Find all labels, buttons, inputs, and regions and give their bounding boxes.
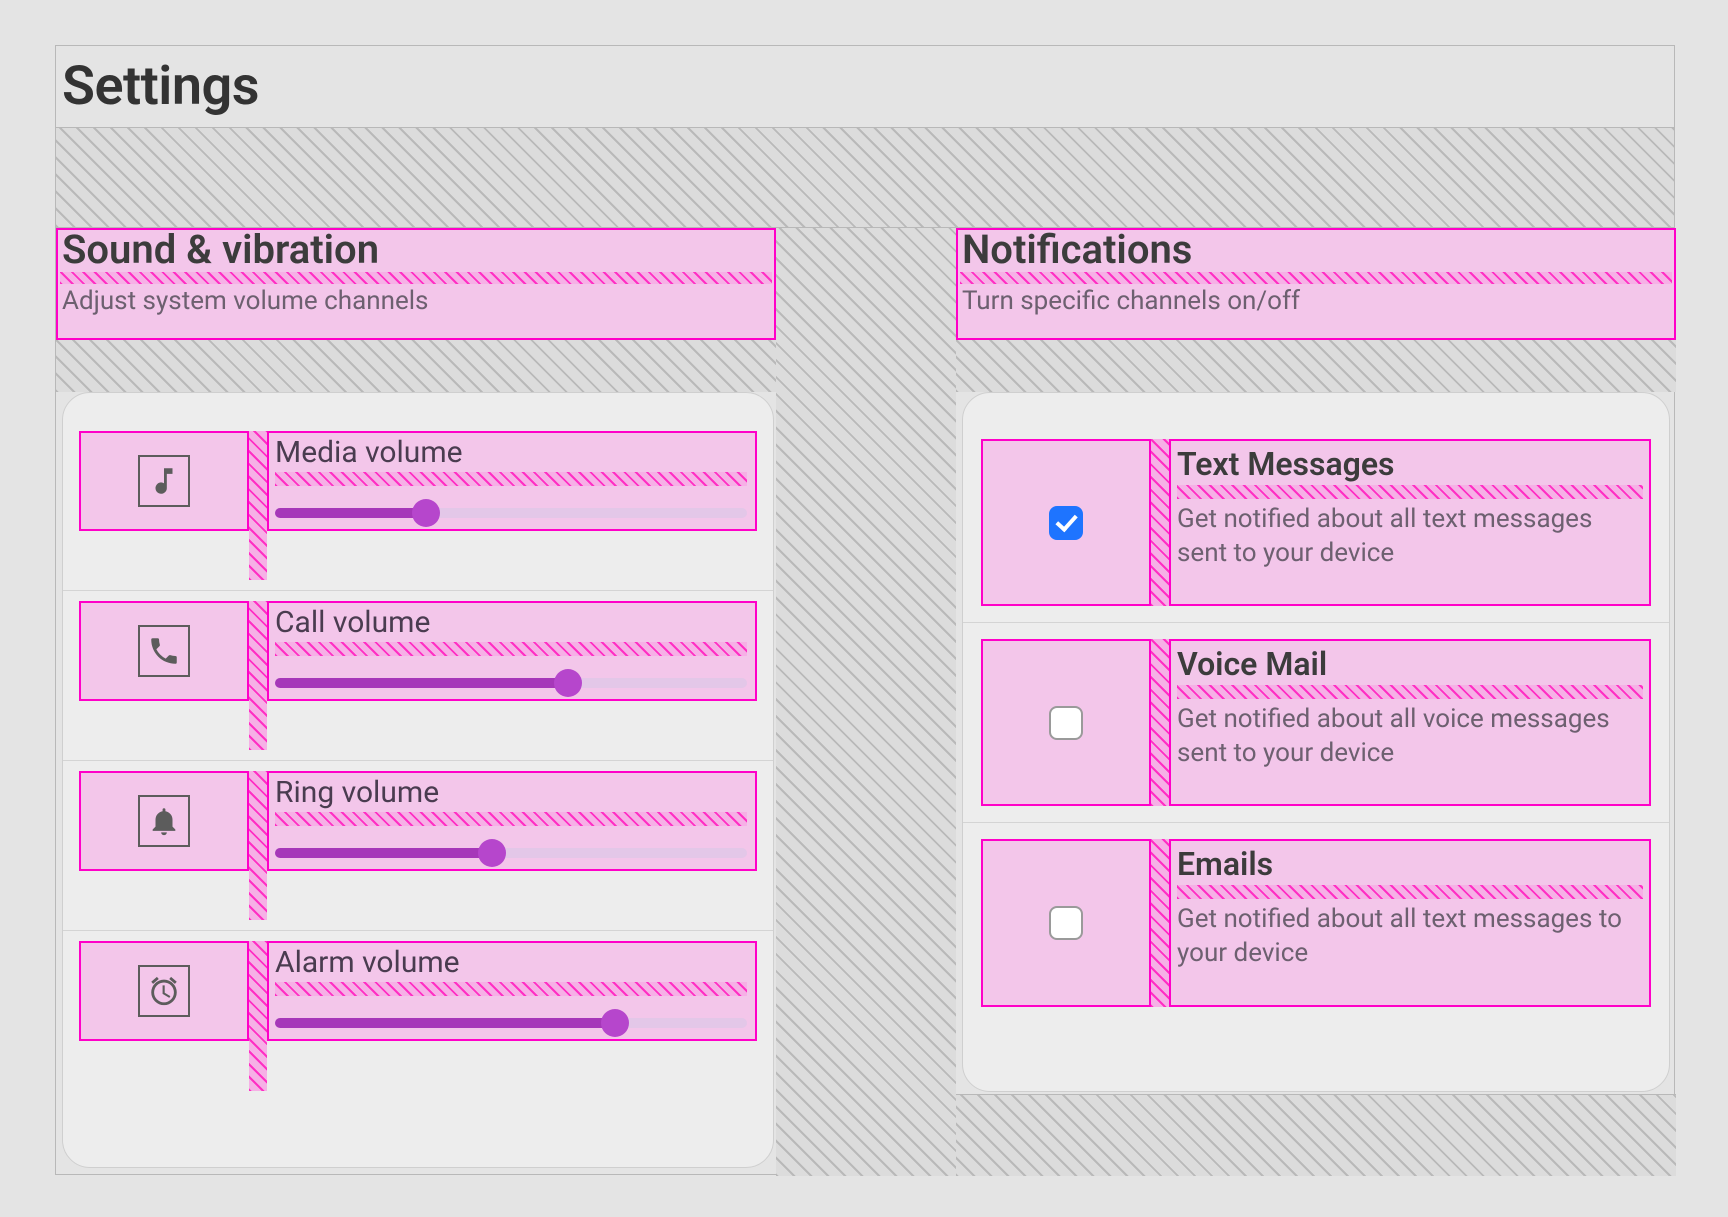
notification-description: Get notified about all text messages to … <box>1177 903 1643 971</box>
sound-row: Call volume <box>63 591 773 761</box>
notification-text-cell: Emails Get notified about all text messag… <box>1169 839 1651 1007</box>
notification-rows: Text Messages Get notified about all text… <box>963 393 1669 1023</box>
notification-checkbox-cell <box>981 639 1151 806</box>
notification-checkbox-cell <box>981 839 1151 1007</box>
sound-rows: Media volume Call volume Ring volume Alarm … <box>63 393 773 1101</box>
volume-icon-cell <box>79 431 249 531</box>
cell-divider <box>1151 439 1169 606</box>
notification-title: Voice Mail <box>1177 645 1643 683</box>
volume-slider-cell: Ring volume <box>267 771 757 871</box>
card-sound: Media volume Call volume Ring volume Alarm … <box>62 392 774 1168</box>
section-header-sound: Sound & vibration Adjust system volume c… <box>56 228 776 340</box>
cell-divider <box>249 941 267 1091</box>
section-subtitle-notifications: Turn specific channels on/off <box>958 286 1674 316</box>
section-divider <box>960 272 1672 284</box>
notification-description: Get notified about all text messages sen… <box>1177 503 1643 571</box>
phone-icon <box>138 625 190 677</box>
layout-gap-right-bottom <box>956 1094 1676 1176</box>
notification-text-cell: Voice Mail Get notified about all voice m… <box>1169 639 1651 806</box>
slider-thumb[interactable] <box>478 839 506 867</box>
volume-label: Call volume <box>275 605 747 640</box>
notification-row: Voice Mail Get notified about all voice m… <box>963 623 1669 823</box>
section-title-notifications: Notifications <box>958 230 1674 270</box>
slider-thumb[interactable] <box>412 499 440 527</box>
slider-thumb[interactable] <box>554 669 582 697</box>
notification-checkbox-cell <box>981 439 1151 606</box>
volume-slider[interactable] <box>275 670 747 696</box>
volume-slider-cell: Media volume <box>267 431 757 531</box>
cell-divider <box>249 771 267 920</box>
section-title-sound: Sound & vibration <box>58 230 774 270</box>
volume-icon-cell <box>79 941 249 1041</box>
volume-icon-cell <box>79 771 249 871</box>
sound-row: Alarm volume <box>63 931 773 1101</box>
layout-gap-center <box>776 228 956 1176</box>
page-container: Settings Sound & vibration Adjust system… <box>55 45 1675 1175</box>
page-title-row: Settings <box>56 46 1674 128</box>
cell-divider <box>275 982 747 996</box>
sound-row: Media volume <box>63 421 773 591</box>
layout-gap-right <box>956 340 1676 392</box>
notification-checkbox[interactable] <box>1049 906 1083 940</box>
volume-slider[interactable] <box>275 840 747 866</box>
alarm-icon <box>138 965 190 1017</box>
cell-divider <box>1151 839 1169 1007</box>
layout-gap-top <box>56 128 1674 228</box>
sound-row: Ring volume <box>63 761 773 931</box>
card-notifications: Text Messages Get notified about all text… <box>962 392 1670 1092</box>
notification-row: Emails Get notified about all text messag… <box>963 823 1669 1023</box>
cell-divider <box>1151 639 1169 806</box>
cell-divider <box>275 812 747 826</box>
page-title: Settings <box>62 55 259 118</box>
cell-divider <box>1177 885 1643 899</box>
section-header-notifications: Notifications Turn specific channels on/… <box>956 228 1676 340</box>
volume-slider[interactable] <box>275 500 747 526</box>
volume-slider-cell: Alarm volume <box>267 941 757 1041</box>
section-divider <box>60 272 772 284</box>
cell-divider <box>275 642 747 656</box>
notification-title: Emails <box>1177 845 1643 883</box>
cell-divider <box>249 431 267 580</box>
slider-thumb[interactable] <box>601 1009 629 1037</box>
notification-text-cell: Text Messages Get notified about all text… <box>1169 439 1651 606</box>
music-icon <box>138 455 190 507</box>
cell-divider <box>1177 685 1643 699</box>
cell-divider <box>249 601 267 750</box>
volume-slider[interactable] <box>275 1010 747 1036</box>
notification-title: Text Messages <box>1177 445 1643 483</box>
volume-slider-cell: Call volume <box>267 601 757 701</box>
volume-icon-cell <box>79 601 249 701</box>
bell-icon <box>138 795 190 847</box>
volume-label: Alarm volume <box>275 945 747 980</box>
cell-divider <box>1177 485 1643 499</box>
volume-label: Ring volume <box>275 775 747 810</box>
notification-description: Get notified about all voice messages se… <box>1177 703 1643 771</box>
notification-checkbox[interactable] <box>1049 506 1083 540</box>
notification-checkbox[interactable] <box>1049 706 1083 740</box>
cell-divider <box>275 472 747 486</box>
notification-row: Text Messages Get notified about all text… <box>963 423 1669 623</box>
volume-label: Media volume <box>275 435 747 470</box>
layout-gap-left <box>56 340 776 392</box>
section-subtitle-sound: Adjust system volume channels <box>58 286 774 316</box>
